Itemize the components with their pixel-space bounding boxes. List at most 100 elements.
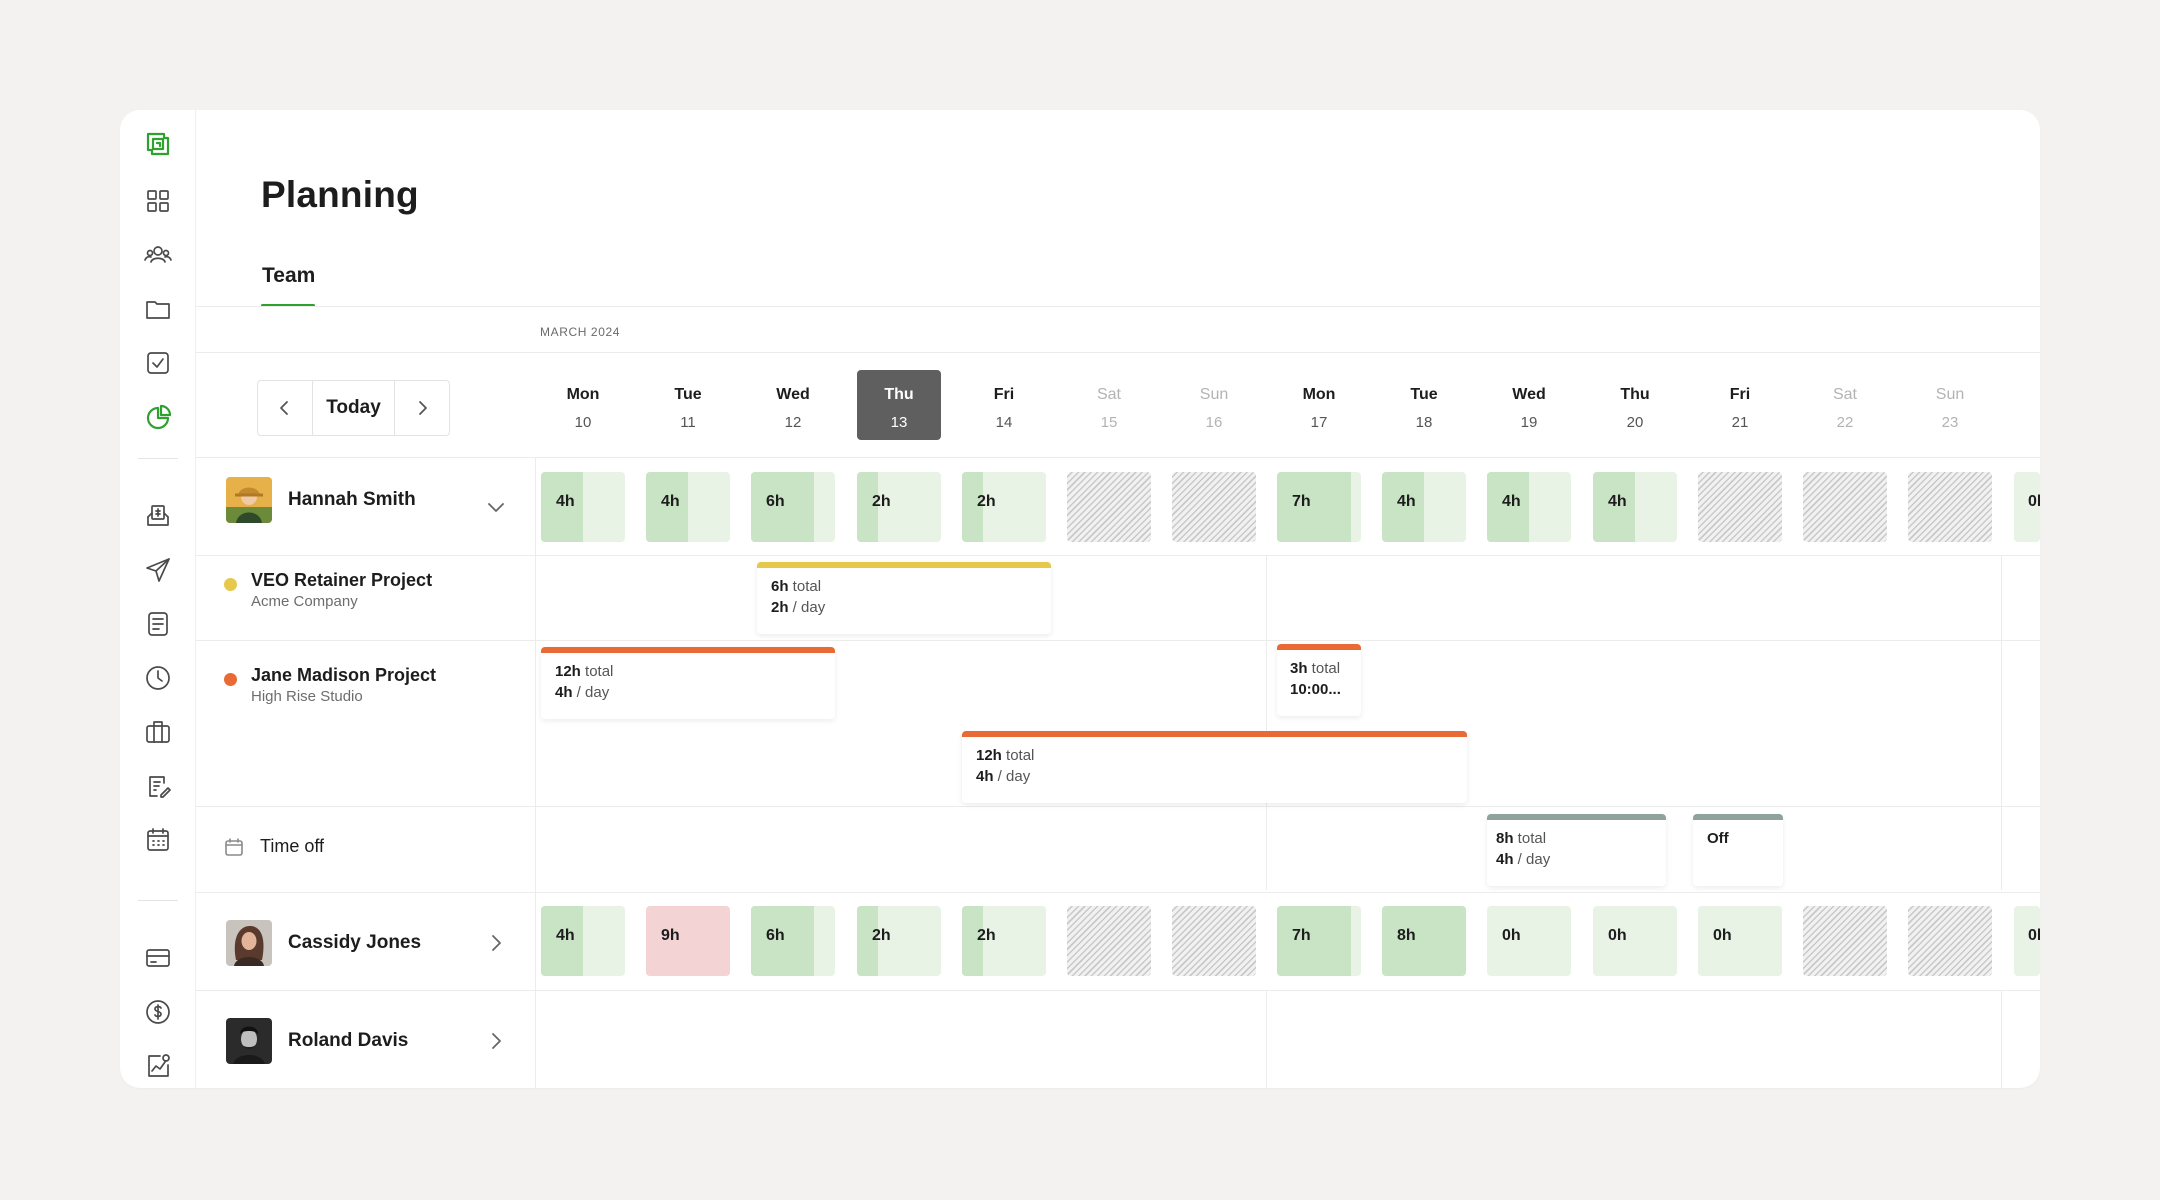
weekend-cell bbox=[1803, 906, 1887, 976]
dollar-icon[interactable] bbox=[140, 994, 176, 1030]
analytics-icon[interactable] bbox=[140, 1048, 176, 1084]
page-title: Planning bbox=[261, 174, 419, 215]
calendar-icon bbox=[225, 837, 243, 856]
capacity-cell[interactable]: 7h bbox=[1277, 906, 1361, 976]
edit-document-icon[interactable] bbox=[140, 768, 176, 804]
team-icon[interactable] bbox=[140, 237, 176, 273]
logo-icon[interactable] bbox=[140, 126, 176, 162]
chevron-left-icon bbox=[280, 401, 288, 415]
capacity-cell[interactable]: 0h bbox=[1487, 906, 1571, 976]
prev-week-button[interactable] bbox=[258, 381, 312, 435]
weekend-cell bbox=[1908, 906, 1992, 976]
avatar bbox=[226, 920, 272, 966]
capacity-cell[interactable]: 8h bbox=[1382, 906, 1466, 976]
avatar bbox=[226, 477, 272, 523]
person-name: Cassidy Jones bbox=[288, 932, 422, 953]
avatar bbox=[226, 1018, 272, 1064]
day-header: Wed 19 bbox=[1512, 386, 1546, 431]
project-client: Acme Company bbox=[251, 593, 358, 610]
tab-active-indicator bbox=[261, 304, 315, 307]
chevron-down-icon bbox=[488, 503, 504, 512]
person-name: Roland Davis bbox=[288, 1030, 409, 1051]
date-navigator: Today bbox=[257, 380, 450, 436]
day-header-weekend: Sat 22 bbox=[1832, 386, 1857, 431]
day-header-weekend: Sat 15 bbox=[1096, 386, 1121, 431]
capacity-cell[interactable]: 2h bbox=[857, 472, 941, 542]
send-icon[interactable] bbox=[140, 552, 176, 588]
allocation-bar[interactable]: 3h total 10:00... bbox=[1277, 644, 1361, 716]
next-week-button[interactable] bbox=[395, 381, 449, 435]
person-row-hannah-smith[interactable]: Hannah Smith bbox=[226, 477, 416, 523]
allocation-bar[interactable]: 12h total 4h / day bbox=[962, 731, 1467, 803]
capacity-cell[interactable]: 2h bbox=[857, 906, 941, 976]
document-icon[interactable] bbox=[140, 606, 176, 642]
weekend-cell bbox=[1908, 472, 1992, 542]
capacity-cell[interactable]: 0h bbox=[1593, 906, 1677, 976]
time-off-bar[interactable]: 8h total 4h / day bbox=[1487, 814, 1666, 886]
day-header: Fri 21 bbox=[1729, 386, 1751, 431]
clock-icon[interactable] bbox=[140, 660, 176, 696]
weekend-cell bbox=[1067, 906, 1151, 976]
capacity-cell[interactable]: 4h bbox=[1382, 472, 1466, 542]
day-header: Tue 11 bbox=[674, 386, 702, 431]
project-color-dot bbox=[224, 578, 237, 591]
capacity-cell[interactable]: 2h bbox=[962, 472, 1046, 542]
expand-button[interactable] bbox=[484, 1029, 508, 1053]
capacity-cell[interactable]: 4h bbox=[541, 472, 625, 542]
allocation-bar[interactable]: 12h total 4h / day bbox=[541, 647, 835, 719]
project-name: VEO Retainer Project bbox=[251, 570, 433, 590]
person-row-roland-davis[interactable]: Roland Davis bbox=[226, 1018, 408, 1064]
day-header-today: Thu 13 bbox=[857, 370, 941, 440]
day-header-weekend: Sun 23 bbox=[1935, 386, 1965, 431]
project-name: Jane Madison Project bbox=[251, 665, 437, 685]
collapse-button[interactable] bbox=[484, 495, 508, 519]
weekend-cell bbox=[1172, 906, 1256, 976]
briefcase-icon[interactable] bbox=[140, 714, 176, 750]
tab-team[interactable]: Team bbox=[262, 264, 316, 287]
month-label: MARCH 2024 bbox=[540, 325, 621, 339]
capacity-cell[interactable]: 4h bbox=[646, 472, 730, 542]
folder-icon[interactable] bbox=[140, 291, 176, 327]
expand-button[interactable] bbox=[484, 931, 508, 955]
day-header-weekend: Sun 16 bbox=[1199, 386, 1229, 431]
overbooked-cell[interactable]: 9h bbox=[646, 906, 730, 976]
planning-icon[interactable] bbox=[140, 399, 176, 435]
time-off-bar[interactable]: Off bbox=[1693, 814, 1783, 886]
chevron-right-icon bbox=[492, 1033, 501, 1049]
weekend-cell bbox=[1803, 472, 1887, 542]
sidebar bbox=[120, 110, 196, 1088]
day-header: Thu 20 bbox=[1620, 386, 1650, 431]
day-header: Tue 18 bbox=[1410, 386, 1438, 431]
allocation-bar[interactable]: 6h total 2h / day bbox=[757, 562, 1051, 634]
capacity-cell[interactable]: 2h bbox=[962, 906, 1046, 976]
capacity-cell[interactable]: 7h bbox=[1277, 472, 1361, 542]
weekend-cell bbox=[1172, 472, 1256, 542]
capacity-cell[interactable]: 6h bbox=[751, 906, 835, 976]
app-window: Planning Team MARCH 2024 Today Mon 10 Tue… bbox=[120, 110, 2040, 1088]
capacity-cell[interactable]: 4h bbox=[1487, 472, 1571, 542]
capacity-cell[interactable]: 6h bbox=[751, 472, 835, 542]
day-header: Wed 12 bbox=[776, 386, 810, 431]
day-off-cell bbox=[1698, 472, 1782, 542]
card-icon[interactable] bbox=[140, 940, 176, 976]
day-header: Mon 17 bbox=[1302, 386, 1336, 431]
day-header: Fri 14 bbox=[993, 386, 1015, 431]
calendar-icon[interactable] bbox=[140, 822, 176, 858]
project-color-dot bbox=[224, 673, 237, 686]
today-button[interactable]: Today bbox=[312, 381, 395, 435]
dashboard-icon[interactable] bbox=[140, 183, 176, 219]
chevron-right-icon bbox=[419, 401, 427, 415]
time-off-row[interactable]: Time off bbox=[224, 836, 324, 857]
capacity-cell[interactable]: 4h bbox=[541, 906, 625, 976]
capacity-cell[interactable]: 4h bbox=[1593, 472, 1677, 542]
tasks-icon[interactable] bbox=[140, 345, 176, 381]
weekend-cell bbox=[1067, 472, 1151, 542]
capacity-cell[interactable]: 0h bbox=[1698, 906, 1782, 976]
time-off-label: Time off bbox=[260, 836, 325, 856]
day-header: Mon 10 bbox=[566, 386, 600, 431]
capacity-cell[interactable]: 0h bbox=[2014, 906, 2040, 976]
capacity-cell[interactable]: 0h bbox=[2014, 472, 2040, 542]
chevron-right-icon bbox=[492, 935, 501, 951]
invoice-icon[interactable] bbox=[140, 498, 176, 534]
person-row-cassidy-jones[interactable]: Cassidy Jones bbox=[226, 920, 421, 966]
